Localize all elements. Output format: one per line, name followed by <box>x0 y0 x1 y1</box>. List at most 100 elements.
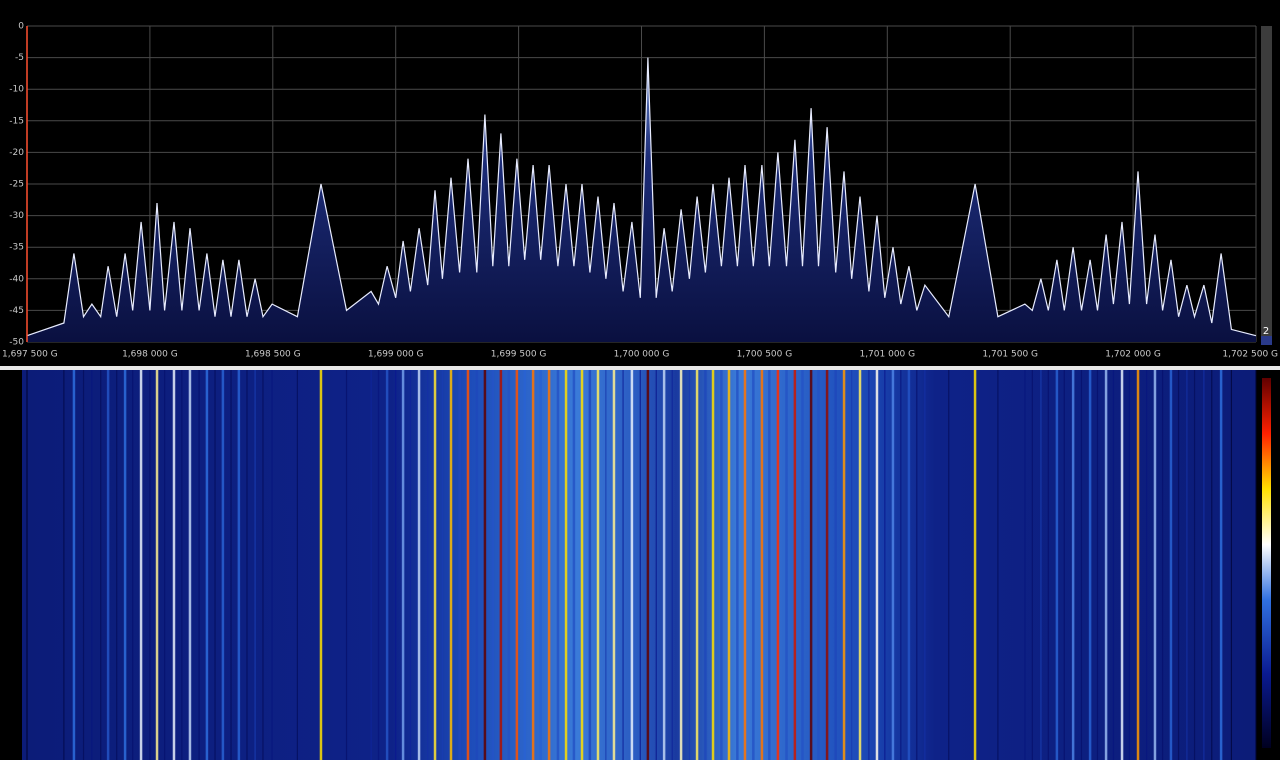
waterfall-stripe <box>858 370 862 760</box>
x-tick-label: 1,699 500 G <box>491 350 547 360</box>
waterfall-stripe <box>948 370 950 760</box>
waterfall-stripe <box>1219 370 1223 760</box>
waterfall-stripe <box>531 370 535 760</box>
waterfall-stripe <box>401 370 405 760</box>
splitter[interactable] <box>0 366 1280 370</box>
waterfall-stripe <box>851 370 853 760</box>
waterfall-stripe <box>809 370 813 760</box>
waterfall-stripe <box>205 370 209 760</box>
waterfall-stripe <box>834 370 837 760</box>
y-tick-label: -20 <box>9 148 24 158</box>
waterfall-stripe <box>671 370 673 760</box>
waterfall-stripe <box>1024 370 1026 760</box>
waterfall-stripe <box>539 370 542 760</box>
waterfall-stripe <box>622 370 624 760</box>
waterfall-stripe <box>1120 370 1124 760</box>
waterfall-stripe <box>1161 370 1164 760</box>
waterfall-stripe <box>580 370 584 760</box>
waterfall-stripe <box>1230 370 1233 760</box>
waterfall-stripe <box>785 370 788 760</box>
waterfall-stripe <box>237 370 241 760</box>
y-tick-label: -10 <box>9 85 24 95</box>
y-tick-label: -15 <box>9 116 24 126</box>
waterfall <box>22 370 1256 760</box>
waterfall-stripe <box>515 370 519 760</box>
waterfall-stripe <box>743 370 747 760</box>
x-tick-label: 1,702 500 G <box>1222 350 1278 360</box>
waterfall-stripe <box>1255 370 1257 760</box>
waterfall-stripe <box>1104 370 1108 760</box>
waterfall-stripe <box>523 370 526 760</box>
color-map <box>1262 378 1271 748</box>
waterfall-stripe <box>271 370 273 760</box>
waterfall-stripe <box>1136 370 1140 760</box>
waterfall-stripe <box>900 370 902 760</box>
waterfall-stripe <box>612 370 616 760</box>
waterfall-stripe <box>319 370 323 760</box>
waterfall-stripe <box>132 370 134 760</box>
scrollbar-label: 2 <box>1263 326 1269 337</box>
x-tick-label: 1,701 000 G <box>859 350 915 360</box>
waterfall-stripe <box>842 370 846 760</box>
scrollbar[interactable] <box>1261 26 1272 345</box>
waterfall-stripe <box>752 370 755 760</box>
waterfall-stripe <box>1088 370 1092 760</box>
scrollbar-thumb[interactable] <box>1261 336 1272 345</box>
waterfall-stripe <box>1203 370 1205 760</box>
waterfall-stripe <box>483 370 487 760</box>
x-tick-label: 1,701 500 G <box>982 350 1038 360</box>
waterfall-stripe <box>588 370 592 760</box>
waterfall-stripe <box>1146 370 1148 760</box>
waterfall-stripe <box>1055 370 1059 760</box>
waterfall-stripe <box>26 370 28 760</box>
waterfall-stripe <box>727 370 731 760</box>
waterfall-stripe <box>655 370 657 760</box>
waterfall-stripe <box>1112 370 1115 760</box>
waterfall-stripe <box>825 370 829 760</box>
waterfall-stripe <box>793 370 797 760</box>
y-tick-label: -40 <box>9 274 24 284</box>
waterfall-stripe <box>556 370 560 760</box>
waterfall-stripe <box>466 370 470 760</box>
waterfall-stripe <box>377 370 380 760</box>
waterfall-stripe <box>491 370 495 760</box>
waterfall-stripe <box>572 370 576 760</box>
waterfall-stripe <box>768 370 771 760</box>
spectrum-area <box>27 57 1256 342</box>
waterfall-stripe <box>720 370 723 760</box>
waterfall-stripe <box>164 370 166 760</box>
waterfall-stripe <box>100 370 102 760</box>
waterfall-stripe <box>760 370 764 760</box>
waterfall-stripe <box>973 370 977 760</box>
waterfall-stripe <box>688 370 691 760</box>
x-tick-label: 1,700 500 G <box>737 350 793 360</box>
waterfall-stripe <box>254 370 256 760</box>
spectrum-line <box>26 57 1257 337</box>
waterfall-stripe <box>564 370 568 760</box>
waterfall-stripe <box>172 370 176 760</box>
waterfall-stripe <box>221 370 225 760</box>
waterfall-stripe <box>891 370 895 760</box>
waterfall-stripe <box>1080 370 1083 760</box>
waterfall-stripe <box>188 370 192 760</box>
y-tick-label: -5 <box>15 53 24 63</box>
waterfall-stripe <box>801 370 804 760</box>
waterfall-stripe <box>924 370 926 760</box>
waterfall-stripe <box>997 370 999 760</box>
y-tick-label: 0 <box>18 22 24 32</box>
waterfall-stripe <box>711 370 715 760</box>
x-tick-label: 1,702 000 G <box>1105 350 1161 360</box>
waterfall-stripe <box>214 370 216 760</box>
waterfall-stripe <box>262 370 264 760</box>
waterfall-stripe <box>639 370 641 760</box>
waterfall-stripe <box>662 370 666 760</box>
waterfall-stripe <box>181 370 183 760</box>
x-tick-label: 1,697 500 G <box>2 350 58 360</box>
waterfall-stripe <box>817 370 820 760</box>
x-tick-label: 1,699 000 G <box>368 350 424 360</box>
waterfall-stripe <box>409 370 412 760</box>
waterfall-stripe <box>704 370 707 760</box>
waterfall-stripe <box>246 370 248 760</box>
waterfall-stripe <box>370 370 372 760</box>
